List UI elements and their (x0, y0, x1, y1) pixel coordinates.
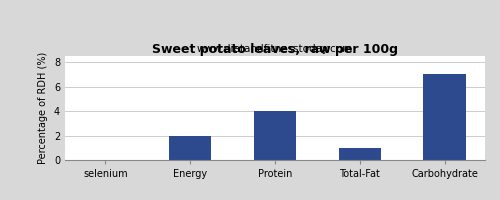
Y-axis label: Percentage of RDH (%): Percentage of RDH (%) (38, 52, 48, 164)
Bar (424, 74, 466, 160)
Bar (254, 111, 296, 160)
Bar (169, 136, 212, 160)
Text: www.dietandfitnesstoday.com: www.dietandfitnesstoday.com (197, 44, 353, 54)
Title: Sweet potato leaves, raw per 100g: Sweet potato leaves, raw per 100g (152, 43, 398, 56)
Bar (338, 148, 381, 160)
